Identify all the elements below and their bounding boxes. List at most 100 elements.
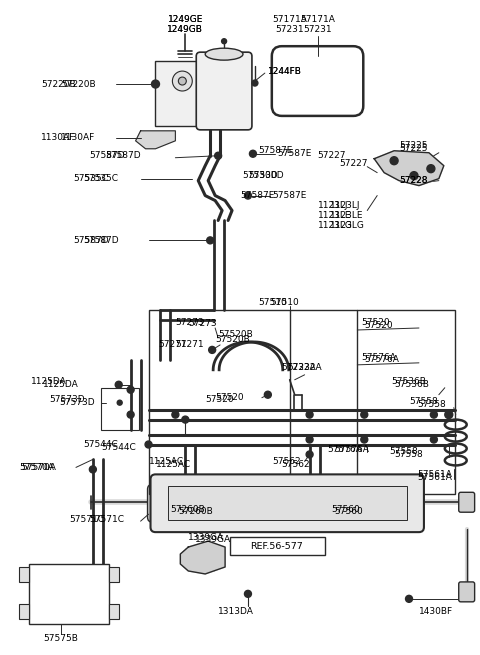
Text: 1339GA: 1339GA	[188, 533, 225, 542]
Bar	[29, 564, 109, 624]
Ellipse shape	[205, 48, 243, 60]
Text: 57225: 57225	[399, 144, 428, 153]
Text: 1123LG: 1123LG	[329, 221, 364, 230]
Text: 57536B: 57536B	[391, 377, 426, 386]
Text: 57587D: 57587D	[106, 151, 142, 160]
FancyBboxPatch shape	[147, 484, 185, 522]
Text: 57560: 57560	[332, 505, 360, 514]
Text: 57576A: 57576A	[364, 356, 399, 364]
Circle shape	[117, 400, 122, 405]
Circle shape	[264, 391, 271, 398]
FancyBboxPatch shape	[459, 582, 475, 602]
FancyBboxPatch shape	[151, 474, 424, 532]
Circle shape	[244, 192, 252, 199]
Text: 57536B: 57536B	[394, 381, 429, 389]
Circle shape	[427, 164, 435, 173]
Circle shape	[172, 71, 192, 91]
Text: 57520: 57520	[205, 395, 234, 404]
Text: 1244FB: 1244FB	[268, 67, 302, 75]
Bar	[148, 310, 455, 495]
Text: 57228: 57228	[399, 176, 428, 185]
Text: 1130AF: 1130AF	[41, 134, 75, 142]
Bar	[109, 604, 119, 619]
Text: 57271: 57271	[158, 341, 187, 349]
Text: 1125DA: 1125DA	[31, 377, 67, 386]
Text: 1123LJ: 1123LJ	[329, 201, 360, 210]
Text: 57273: 57273	[175, 318, 204, 327]
Bar	[156, 61, 210, 126]
Text: 57535C: 57535C	[83, 174, 118, 183]
Text: 57530D: 57530D	[248, 171, 284, 180]
FancyBboxPatch shape	[459, 493, 475, 512]
Circle shape	[152, 80, 159, 88]
Polygon shape	[180, 541, 225, 574]
Text: 57535C: 57535C	[73, 174, 108, 183]
Text: 57232A: 57232A	[288, 364, 323, 372]
Text: 57220B: 57220B	[61, 79, 96, 88]
Text: 57544C: 57544C	[83, 440, 118, 449]
Text: 57587E: 57587E	[277, 149, 311, 159]
Circle shape	[306, 411, 313, 418]
Bar	[109, 567, 119, 582]
Text: 57587D: 57587D	[73, 236, 108, 245]
Text: 57520: 57520	[364, 320, 393, 329]
Text: 57227: 57227	[318, 151, 346, 160]
Circle shape	[410, 172, 418, 179]
Circle shape	[445, 411, 453, 419]
Circle shape	[172, 411, 179, 418]
Circle shape	[252, 80, 258, 86]
Circle shape	[431, 411, 437, 418]
Text: 57228: 57228	[399, 176, 428, 185]
Circle shape	[179, 77, 186, 85]
Text: 57570A: 57570A	[19, 463, 54, 472]
Text: 57573D: 57573D	[59, 398, 95, 407]
Text: 57575B: 57575B	[44, 634, 78, 643]
Text: 57576A: 57576A	[361, 353, 396, 362]
Text: 1125DA: 1125DA	[43, 381, 79, 389]
Text: 57520: 57520	[361, 318, 390, 327]
Circle shape	[406, 595, 412, 603]
Text: 1125AC: 1125AC	[148, 457, 184, 466]
Bar	[230, 537, 324, 555]
Text: 57587D: 57587D	[83, 236, 119, 245]
Polygon shape	[136, 131, 175, 149]
FancyBboxPatch shape	[196, 52, 252, 130]
Circle shape	[431, 436, 437, 443]
Text: 57587E: 57587E	[272, 191, 306, 200]
Text: 57225: 57225	[399, 141, 428, 150]
Circle shape	[209, 346, 216, 354]
Text: 1123LE: 1123LE	[318, 211, 351, 220]
Circle shape	[244, 590, 252, 597]
Text: 57544C: 57544C	[101, 443, 135, 452]
Text: 57576A: 57576A	[335, 445, 369, 454]
Text: 57260B: 57260B	[179, 507, 213, 515]
Text: 57227: 57227	[339, 159, 368, 168]
Text: 1313DA: 1313DA	[218, 607, 254, 616]
Circle shape	[361, 436, 368, 443]
Text: 57510: 57510	[270, 297, 299, 307]
Text: 57520B: 57520B	[218, 331, 253, 339]
Text: 57271: 57271	[175, 341, 204, 349]
Text: 1244FB: 1244FB	[268, 67, 302, 75]
Text: 57220B: 57220B	[41, 79, 76, 88]
Text: 57558: 57558	[417, 400, 446, 409]
Text: 57260B: 57260B	[170, 505, 205, 514]
Text: 1430BF: 1430BF	[419, 607, 453, 616]
Circle shape	[222, 39, 227, 44]
Circle shape	[215, 152, 222, 159]
Circle shape	[390, 157, 398, 164]
Text: 57573D: 57573D	[49, 395, 85, 404]
Text: 57587D: 57587D	[89, 151, 124, 160]
Circle shape	[127, 411, 134, 418]
Text: 57576A: 57576A	[327, 445, 362, 454]
Text: 1339GA: 1339GA	[195, 534, 231, 544]
Text: 57558: 57558	[409, 397, 438, 406]
Circle shape	[182, 416, 189, 423]
Text: 57231: 57231	[276, 25, 304, 34]
Circle shape	[306, 451, 313, 458]
Text: 57561A: 57561A	[417, 470, 452, 479]
Text: 57171A: 57171A	[300, 15, 335, 24]
Text: 57273: 57273	[188, 318, 217, 328]
Text: 1125AC: 1125AC	[156, 460, 191, 469]
Circle shape	[250, 150, 256, 157]
